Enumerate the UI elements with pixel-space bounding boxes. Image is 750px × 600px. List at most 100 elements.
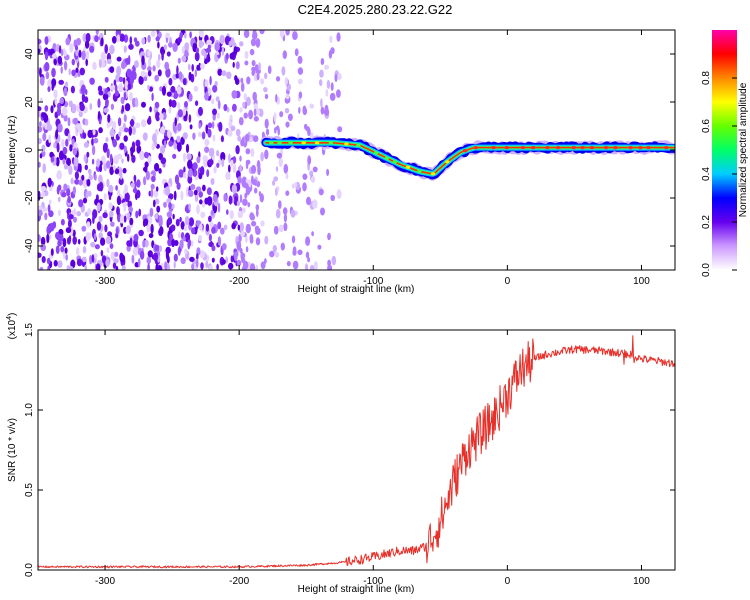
spectrogram-noise-cell xyxy=(116,65,122,76)
colorbar-tick-label: 0.4 xyxy=(701,167,712,181)
spectrogram-noise-cell xyxy=(331,255,337,266)
spectrogram-noise-cell xyxy=(264,72,268,80)
spectrogram-noise-cell xyxy=(255,204,260,211)
spectrogram-noise-cell xyxy=(121,265,126,270)
spectrogram-noise-cell xyxy=(253,103,258,110)
spectrogram-noise-cell xyxy=(213,166,217,174)
spectrogram-noise-cell xyxy=(237,135,242,142)
spectrogram-noise-cell xyxy=(128,126,133,136)
spectrogram-noise-cell xyxy=(91,254,95,263)
spectrogram-hotspot xyxy=(638,146,643,150)
spectrogram-noise-cell xyxy=(174,174,180,185)
spectrogram-noise-cell xyxy=(159,226,164,236)
spectrogram-noise-cell xyxy=(38,205,43,212)
spectrogram-noise-cell xyxy=(180,257,186,265)
spectrogram-noise-cell xyxy=(39,266,44,270)
spectrogram-noise-cell xyxy=(239,164,242,172)
spectrogram-noise-cell xyxy=(190,184,196,190)
spectrogram-noise-cell xyxy=(269,250,275,258)
spectrogram-noise-cell xyxy=(156,186,159,192)
spectrogram-noise-cell xyxy=(42,132,47,142)
spectrogram-noise-cell xyxy=(39,76,45,86)
spectrogram-noise-cell xyxy=(38,234,41,243)
spectrogram-noise-cell xyxy=(307,155,312,165)
spectrogram-hotspot xyxy=(356,143,361,147)
spectrogram-noise-cell xyxy=(244,133,250,142)
spectrogram-noise-cell xyxy=(56,107,62,116)
spectrogram-noise-cell xyxy=(251,66,256,72)
spectrogram-noise-cell xyxy=(264,149,269,160)
spectrogram-noise-cell xyxy=(82,245,87,254)
spectrogram-noise-cell xyxy=(119,33,125,42)
spectrogram-noise-cell xyxy=(129,217,134,226)
spectrogram-noise-cell xyxy=(242,198,248,206)
spectrogram-noise-cell xyxy=(185,143,190,153)
spectrogram-noise-cell xyxy=(148,233,154,239)
spectrogram-noise-cell xyxy=(156,59,161,69)
spectrogram-noise-cell xyxy=(292,260,299,270)
spectrogram-hotspot xyxy=(462,149,468,153)
spectrogram-noise-cell xyxy=(152,252,159,262)
spectrogram-noise-cell xyxy=(146,256,152,265)
spectrogram-noise-cell xyxy=(285,30,290,36)
spectrogram-noise-cell xyxy=(310,175,316,184)
spectrogram-noise-cell xyxy=(91,145,96,156)
spectrogram-noise-cell xyxy=(164,61,170,70)
spectrogram-noise-cell xyxy=(198,30,204,38)
spectrogram-noise-cell xyxy=(106,148,110,159)
spectrogram-noise-cell xyxy=(243,112,248,119)
spectrogram-noise-cell xyxy=(250,164,257,174)
spectrogram-noise-cell xyxy=(116,206,120,216)
x-tick-label: -200 xyxy=(229,576,249,587)
spectrogram-noise-cell xyxy=(226,209,229,215)
spectrogram-hotspot xyxy=(430,172,436,176)
spectrogram-noise-cell xyxy=(74,45,79,51)
spectrogram-noise-cell xyxy=(143,166,148,172)
spectrogram-noise-cell xyxy=(92,214,95,225)
spectrogram-noise-cell xyxy=(161,85,167,96)
spectrogram-noise-cell xyxy=(251,220,257,227)
spectrogram-noise-cell xyxy=(185,186,189,197)
spectrogram-noise-cell xyxy=(204,146,210,153)
spectrogram-noise-cell xyxy=(155,36,160,42)
spectrogram-noise-cell xyxy=(188,71,192,81)
spectrogram-noise-cell xyxy=(60,49,64,57)
spectrogram-noise-cell xyxy=(313,261,318,270)
spectrogram-noise-cell xyxy=(217,202,221,213)
spectrogram-noise-cell xyxy=(206,254,210,262)
spectrogram-noise-cell xyxy=(50,105,54,114)
spectrogram-noise-cell xyxy=(239,222,244,233)
spectrogram-noise-cell xyxy=(298,106,301,114)
spectrogram-noise-cell xyxy=(146,223,151,233)
spectrogram-noise-cell xyxy=(112,120,117,131)
spectrogram-noise-cell xyxy=(176,86,182,95)
spectrogram-noise-cell xyxy=(182,236,186,242)
spectrogram-noise-cell xyxy=(177,246,181,256)
spectrogram-noise-cell xyxy=(113,165,116,171)
spectrogram-noise-cell xyxy=(46,257,51,265)
colorbar-tick-label: 0.2 xyxy=(701,215,712,229)
spectrogram-noise-cell xyxy=(100,249,104,257)
spectrogram-noise-cell xyxy=(260,261,266,270)
spectrogram-noise-cell xyxy=(88,174,93,181)
spectrogram-noise-cell xyxy=(100,37,104,47)
spectrogram-noise-cell xyxy=(109,243,114,250)
spectrogram-noise-cell xyxy=(129,36,133,45)
spectrogram-noise-cell xyxy=(65,37,71,46)
spectrogram-noise-cell xyxy=(78,163,82,173)
spectrogram-noise-cell xyxy=(184,101,188,108)
spectrogram-noise-cell xyxy=(147,155,152,164)
spectrogram-noise-cell xyxy=(63,164,69,170)
spectrogram-noise-cell xyxy=(152,65,156,72)
spectrogram-noise-cell xyxy=(57,196,61,203)
spectrogram-noise-cell xyxy=(66,188,71,197)
spectrogram-noise-cell xyxy=(230,255,234,263)
spectrogram-noise-cell xyxy=(71,210,77,215)
spectrogram-noise-cell xyxy=(247,202,251,208)
spectrogram-noise-cell xyxy=(63,60,68,71)
spectrogram-noise-cell xyxy=(241,207,246,214)
spectrogram-noise-cell xyxy=(38,48,41,54)
spectrogram-noise-cell xyxy=(54,97,57,106)
spectrogram-noise-cell xyxy=(281,66,286,76)
spectrogram-noise-cell xyxy=(57,123,63,133)
